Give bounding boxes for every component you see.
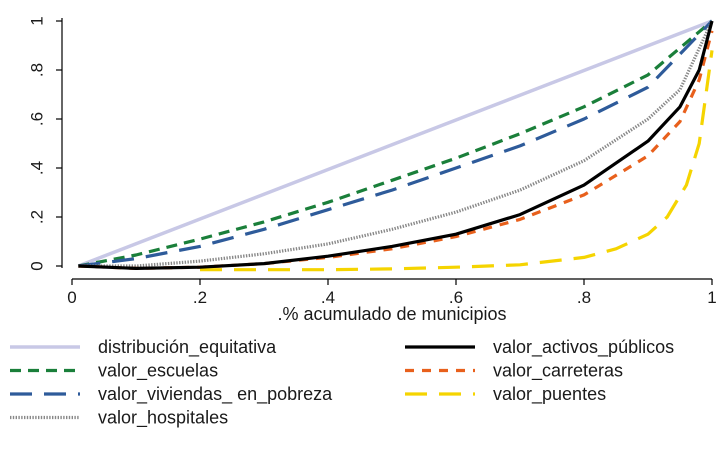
series-line-valor-viviendas-en-pobreza xyxy=(78,19,714,268)
legend: distribución_equitativa valor_activos_púb… xyxy=(10,337,674,429)
y-tick-label: 0 xyxy=(27,261,46,270)
x-tick-label: .4 xyxy=(321,288,335,307)
x-ticks: 0 .2 .4 .6 .8 1 xyxy=(67,279,717,307)
x-tick-label: 1 xyxy=(707,288,716,307)
legend-label-valor-carreteras: valor_carreteras xyxy=(493,361,623,382)
series-line-valor-activos-publicos xyxy=(78,20,714,270)
series-line-distribucion-equitativa xyxy=(77,19,713,268)
legend-label-valor-puentes: valor_puentes xyxy=(493,384,606,405)
x-tick-label: .2 xyxy=(193,288,207,307)
legend-label-valor-escuelas: valor_escuelas xyxy=(98,361,218,382)
legend-label-distribucion-equitativa: distribución_equitativa xyxy=(98,337,277,358)
y-tick-label: 1 xyxy=(27,16,46,25)
series-line-valor-carreteras xyxy=(78,30,714,270)
y-tick-label: .2 xyxy=(27,210,46,224)
legend-label-valor-viviendas-en-pobreza: valor_viviendas_ en_pobreza xyxy=(98,384,333,405)
series-line-valor-puentes xyxy=(200,50,714,272)
legend-label-valor-hospitales: valor_hospitales xyxy=(98,408,228,429)
x-tick-label: .6 xyxy=(449,288,463,307)
y-tick-label: .6 xyxy=(27,112,46,126)
legend-label-valor-activos-publicos: valor_activos_públicos xyxy=(493,337,674,358)
y-tick-label: .4 xyxy=(27,161,46,175)
y-tick-label: .8 xyxy=(27,63,46,77)
x-tick-label: .8 xyxy=(577,288,591,307)
y-ticks: 0 .2 .4 .6 .8 1 xyxy=(27,16,62,271)
series-line-valor-escuelas xyxy=(78,19,714,268)
plot-lines xyxy=(77,19,714,272)
x-axis-title: .% acumulado de municipios xyxy=(277,304,506,324)
x-tick-label: 0 xyxy=(67,288,76,307)
